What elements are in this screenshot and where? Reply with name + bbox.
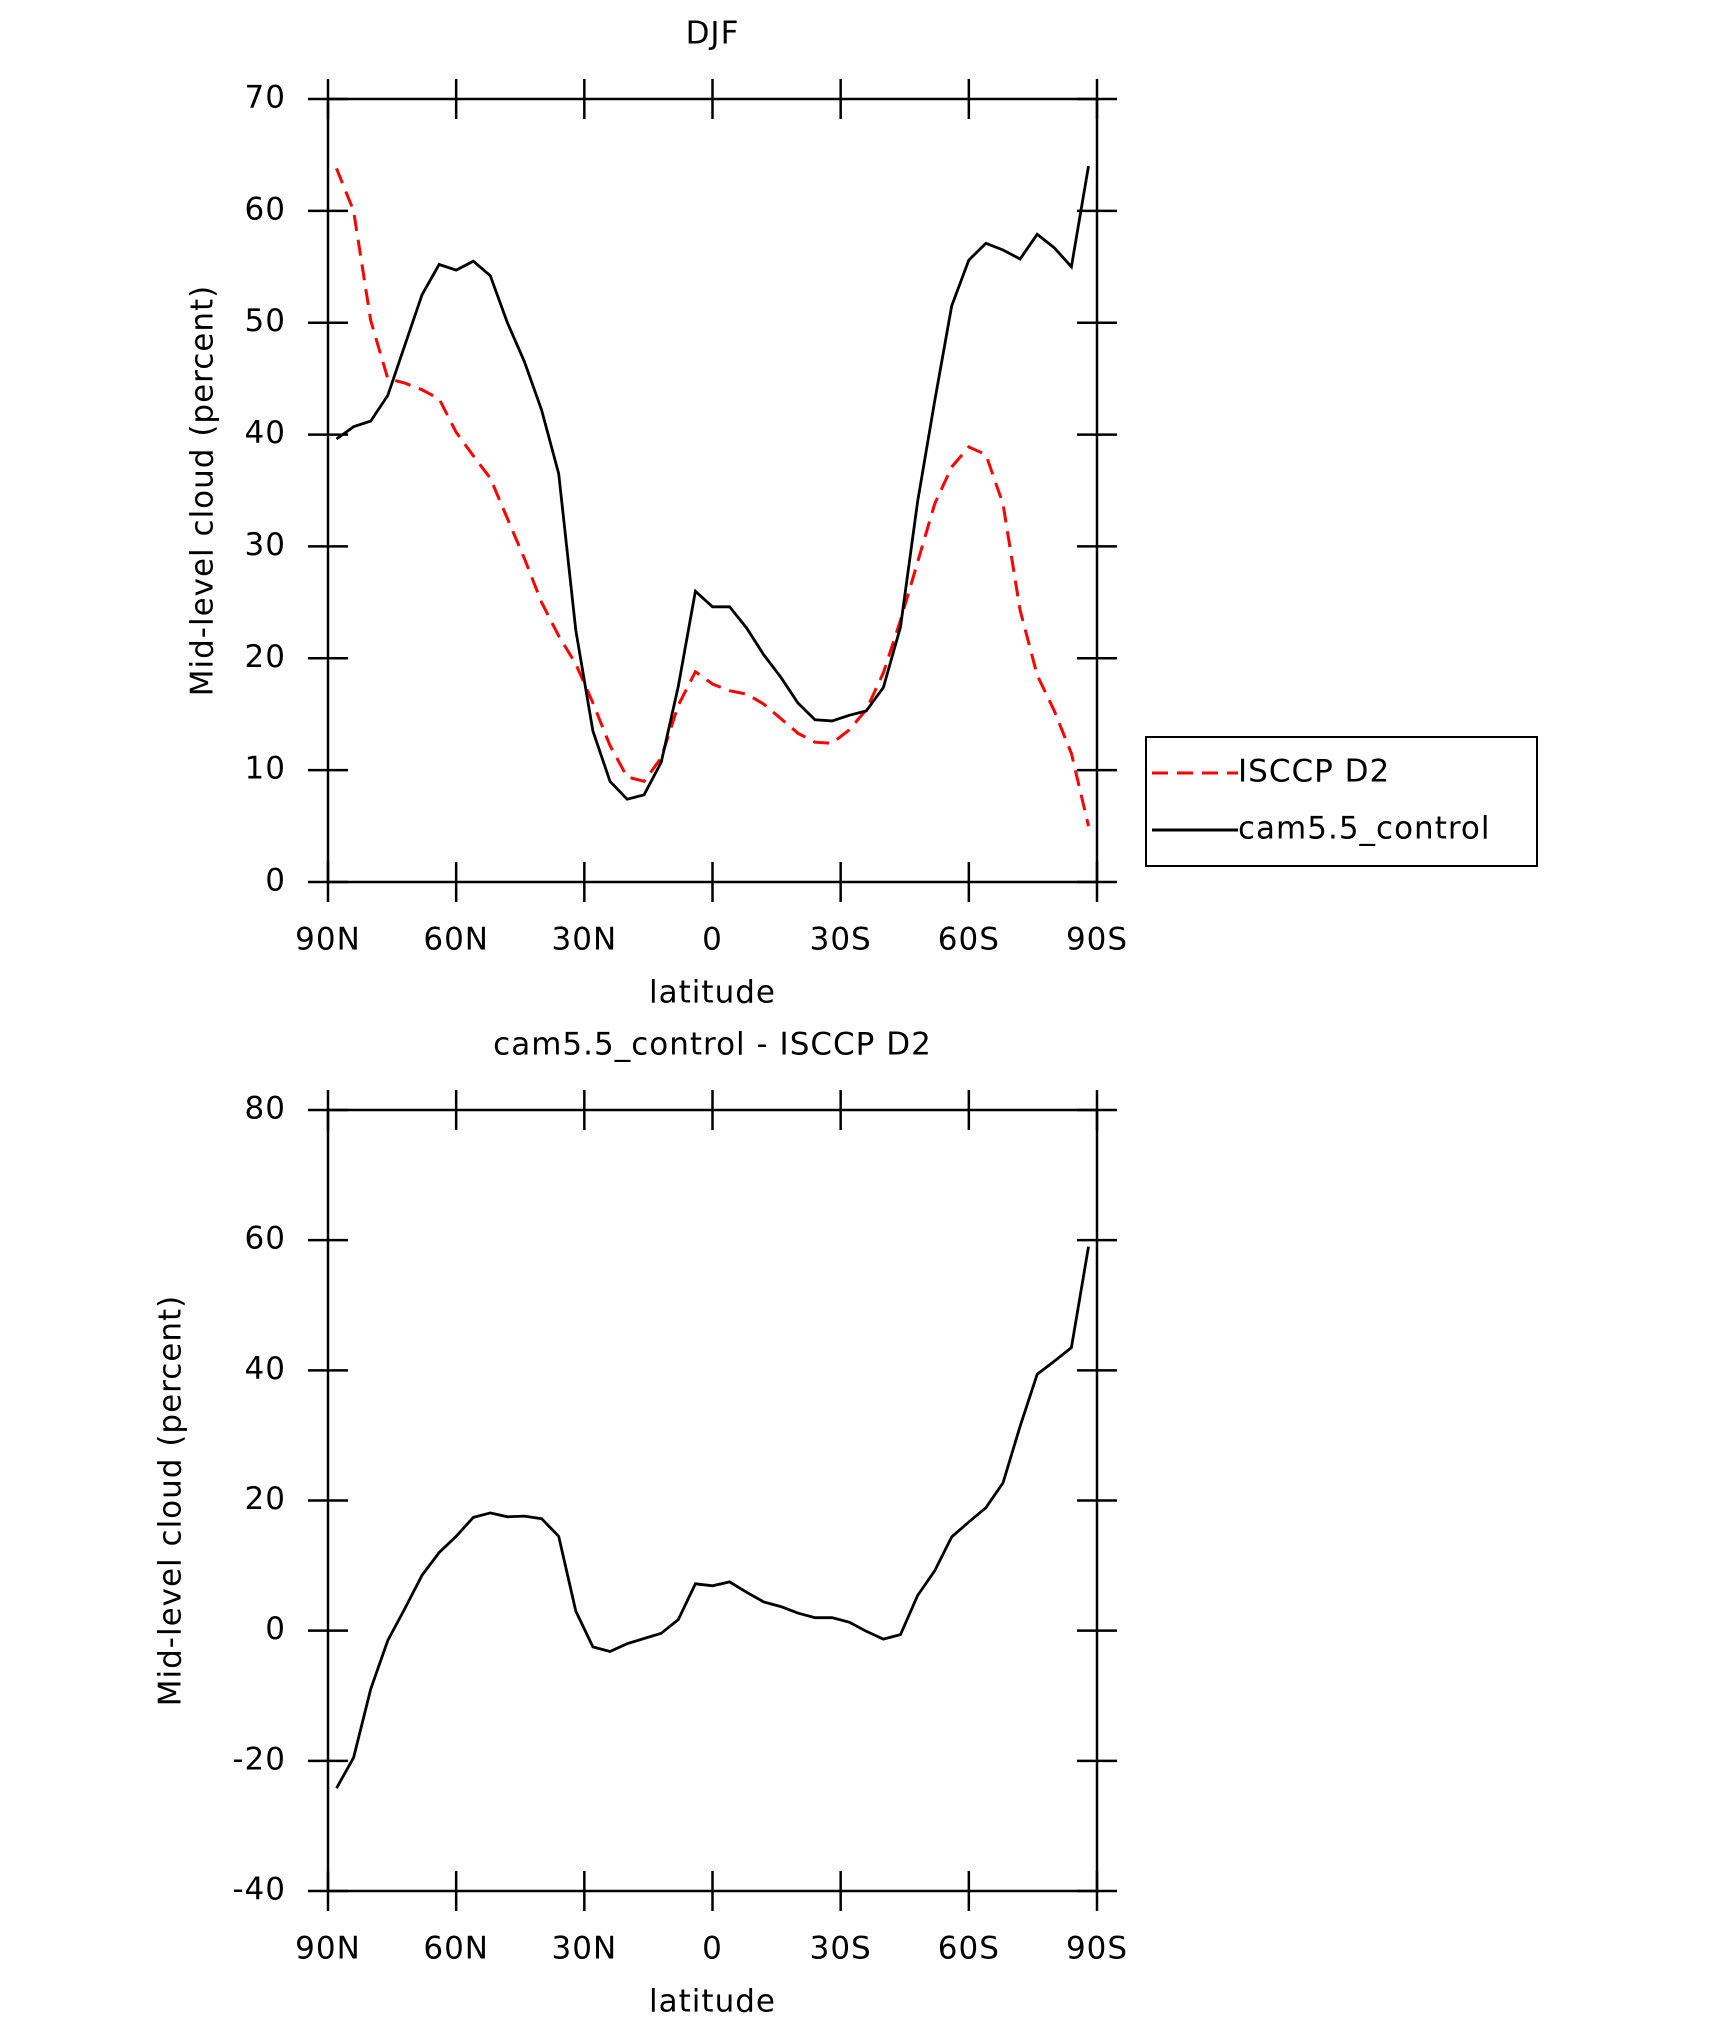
plot-frame — [326, 1108, 1099, 1893]
y-tick-label: -20 — [232, 1741, 286, 1777]
chart-title: DJF — [686, 16, 740, 52]
legend-label: ISCCP D2 — [1238, 754, 1390, 790]
y-axis-label: Mid-level cloud (percent) — [153, 1295, 189, 1707]
x-axis-label: latitude — [649, 975, 776, 1011]
legend-label: cam5.5_control — [1238, 811, 1491, 847]
plot-frame — [326, 97, 1099, 884]
x-tick-label: 90S — [1066, 922, 1128, 958]
x-tick-label: 30N — [552, 922, 618, 958]
x-tick-label: 30N — [552, 1931, 618, 1967]
y-tick-label: 0 — [265, 1611, 286, 1647]
x-tick-label: 90N — [295, 922, 361, 958]
y-axis-label: Mid-level cloud (percent) — [185, 285, 221, 697]
y-tick-label: 20 — [245, 639, 286, 675]
x-tick-label: 30S — [810, 922, 872, 958]
data-line — [335, 1246, 1090, 1789]
x-tick-label: 60N — [423, 922, 489, 958]
x-tick-label: 0 — [702, 1931, 723, 1967]
y-tick-label: 40 — [245, 1351, 286, 1387]
data-line — [335, 165, 1090, 801]
y-tick-label: 30 — [245, 527, 286, 563]
x-tick-label: 60S — [938, 1931, 1000, 1967]
y-tick-label: 0 — [265, 863, 286, 899]
y-tick-label: -40 — [232, 1872, 286, 1908]
x-tick-label: 90N — [295, 1931, 361, 1967]
y-tick-label: 60 — [245, 1221, 286, 1257]
y-tick-label: 50 — [245, 303, 286, 339]
legend-box — [1145, 736, 1538, 867]
x-tick-label: 60N — [423, 1931, 489, 1967]
x-axis-label: latitude — [649, 1984, 776, 2020]
chart: DJF 0 10 20 30 40 50 60 70 90N 60N 30N 0 30S 60S 90S lat… — [185, 16, 1538, 1011]
chart: cam5.5_control - ISCCP D2 -40 -20 0 20 40 60 80… — [153, 1027, 1128, 2020]
x-tick-label: 90S — [1066, 1931, 1128, 1967]
chart-title: cam5.5_control - ISCCP D2 — [493, 1027, 932, 1063]
y-tick-label: 70 — [245, 80, 286, 116]
y-tick-label: 80 — [245, 1091, 286, 1127]
x-tick-label: 0 — [702, 922, 723, 958]
y-tick-label: 10 — [245, 751, 286, 787]
y-tick-label: 20 — [245, 1481, 286, 1517]
y-tick-label: 60 — [245, 191, 286, 227]
x-tick-label: 30S — [810, 1931, 872, 1967]
y-tick-label: 40 — [245, 415, 286, 451]
data-line — [335, 167, 1090, 827]
x-tick-label: 60S — [938, 922, 1000, 958]
